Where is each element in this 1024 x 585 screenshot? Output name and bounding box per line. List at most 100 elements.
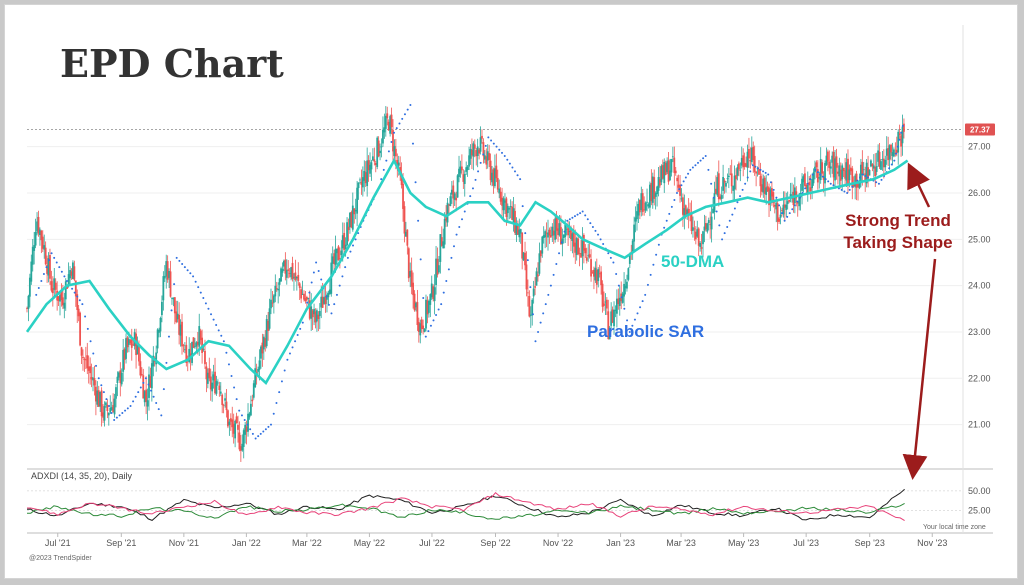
sar-dot — [142, 381, 145, 384]
candle-body — [739, 169, 742, 171]
candle-body — [278, 278, 281, 285]
sar-dot — [843, 190, 846, 193]
candle-body — [537, 274, 539, 277]
sar-dot — [626, 319, 629, 322]
candle-body — [324, 296, 327, 305]
candle-body — [647, 204, 650, 207]
candle-body — [651, 176, 654, 203]
sar-dot — [866, 176, 869, 179]
candle-body — [822, 176, 825, 180]
candle-body — [40, 230, 43, 241]
sar-dot — [301, 321, 304, 324]
sar-dot — [858, 176, 861, 179]
candle-body — [679, 184, 681, 196]
candle-body — [191, 341, 193, 363]
sar-dot — [435, 313, 438, 316]
candle-body — [327, 292, 330, 298]
sar-dot — [89, 340, 92, 343]
candle-body — [275, 288, 278, 290]
candle-body — [898, 133, 901, 135]
sar-dot — [217, 329, 220, 332]
sar-dot — [341, 275, 344, 278]
candle-body — [549, 235, 552, 238]
candle-body — [740, 157, 743, 166]
candle-body — [760, 184, 763, 192]
candle-body — [722, 176, 725, 191]
sar-dot — [50, 252, 53, 255]
candle-body — [591, 272, 594, 274]
candle-body — [462, 174, 465, 182]
sar-dot — [60, 270, 63, 273]
candle-body — [699, 242, 702, 247]
candle-body — [864, 173, 867, 182]
sar-dot — [506, 158, 509, 161]
candle-body — [637, 203, 640, 216]
x-tick-label: Jul '22 — [419, 538, 445, 548]
candle-body — [425, 299, 427, 329]
sar-dot — [479, 161, 482, 164]
sar-dot — [482, 153, 485, 156]
candle-body — [661, 165, 664, 179]
candle-body — [732, 185, 735, 191]
sar-dot — [880, 178, 883, 181]
candle-body — [472, 143, 475, 157]
candle-body — [402, 183, 404, 209]
sar-dot — [249, 428, 252, 431]
candle-body — [771, 188, 773, 197]
sar-dot — [539, 321, 542, 324]
candle-body — [406, 229, 409, 246]
sar-dot — [204, 302, 207, 305]
candle-body — [605, 299, 608, 309]
candle-body — [498, 188, 501, 194]
candle-body — [413, 293, 416, 311]
candle-body — [361, 177, 364, 188]
candle-body — [561, 238, 564, 245]
sar-dot — [694, 164, 697, 167]
sar-dot — [498, 148, 501, 151]
candle-body — [552, 230, 555, 236]
candle-body — [746, 151, 749, 168]
candle-body — [103, 406, 106, 421]
candle-body — [608, 327, 611, 340]
candle-body — [798, 196, 801, 207]
candle-body — [303, 293, 305, 300]
price-tick-label: 22.00 — [968, 373, 991, 383]
candle-body — [271, 302, 274, 304]
candle-body — [809, 187, 812, 192]
candle-body — [74, 280, 77, 297]
candle-body — [123, 349, 126, 360]
candle-body — [501, 197, 503, 206]
sar-dot — [251, 432, 254, 435]
sar-dot — [471, 187, 474, 190]
sar-dot — [524, 232, 527, 235]
candle-body — [440, 237, 443, 246]
sar-dot — [893, 159, 896, 162]
sar-dot — [492, 142, 495, 145]
candle-body — [73, 266, 76, 280]
candle-body — [36, 221, 38, 232]
sar-dot — [678, 188, 681, 191]
sar-dot — [547, 293, 550, 296]
sar-dot — [192, 275, 195, 278]
candle-body — [163, 275, 166, 279]
sar-dot — [134, 395, 137, 398]
sar-dot — [875, 181, 878, 184]
candle-body — [488, 153, 491, 161]
candle-body — [169, 271, 172, 297]
candle-body — [848, 169, 851, 181]
price-tick-label: 24.00 — [968, 281, 991, 291]
candle-body — [753, 155, 756, 172]
candle-body — [597, 269, 600, 282]
candle-body — [538, 253, 541, 274]
candle-body — [539, 250, 542, 257]
x-tick-label: May '23 — [728, 538, 759, 548]
sar-dot — [566, 219, 569, 222]
sar-dot — [152, 395, 155, 398]
candle-body — [633, 224, 636, 242]
candle-body — [572, 231, 575, 247]
sar-dot — [682, 180, 685, 183]
candle-body — [847, 158, 849, 185]
candle-body — [649, 184, 651, 208]
sar-dot — [756, 167, 759, 170]
candle-body — [172, 297, 175, 300]
